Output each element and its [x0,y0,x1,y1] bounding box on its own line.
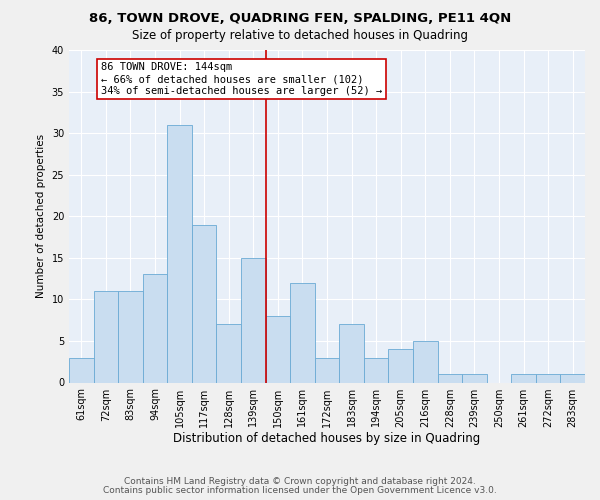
Text: Contains HM Land Registry data © Crown copyright and database right 2024.: Contains HM Land Registry data © Crown c… [124,477,476,486]
Bar [364,358,388,382]
Bar [266,316,290,382]
Bar [69,358,94,382]
Y-axis label: Number of detached properties: Number of detached properties [36,134,46,298]
Text: Size of property relative to detached houses in Quadring: Size of property relative to detached ho… [132,29,468,42]
Bar [290,283,315,382]
Bar [511,374,536,382]
Bar [388,349,413,382]
Bar [118,291,143,382]
Text: Contains public sector information licensed under the Open Government Licence v3: Contains public sector information licen… [103,486,497,495]
Text: 86, TOWN DROVE, QUADRING FEN, SPALDING, PE11 4QN: 86, TOWN DROVE, QUADRING FEN, SPALDING, … [89,12,511,26]
Bar [94,291,118,382]
Bar [339,324,364,382]
X-axis label: Distribution of detached houses by size in Quadring: Distribution of detached houses by size … [173,432,481,446]
Bar [413,341,437,382]
Bar [241,258,266,382]
Bar [143,274,167,382]
Bar [560,374,585,382]
Bar [217,324,241,382]
Bar [192,224,217,382]
Bar [462,374,487,382]
Bar [437,374,462,382]
Bar [536,374,560,382]
Text: 86 TOWN DROVE: 144sqm
← 66% of detached houses are smaller (102)
34% of semi-det: 86 TOWN DROVE: 144sqm ← 66% of detached … [101,62,382,96]
Bar [167,125,192,382]
Bar [315,358,339,382]
